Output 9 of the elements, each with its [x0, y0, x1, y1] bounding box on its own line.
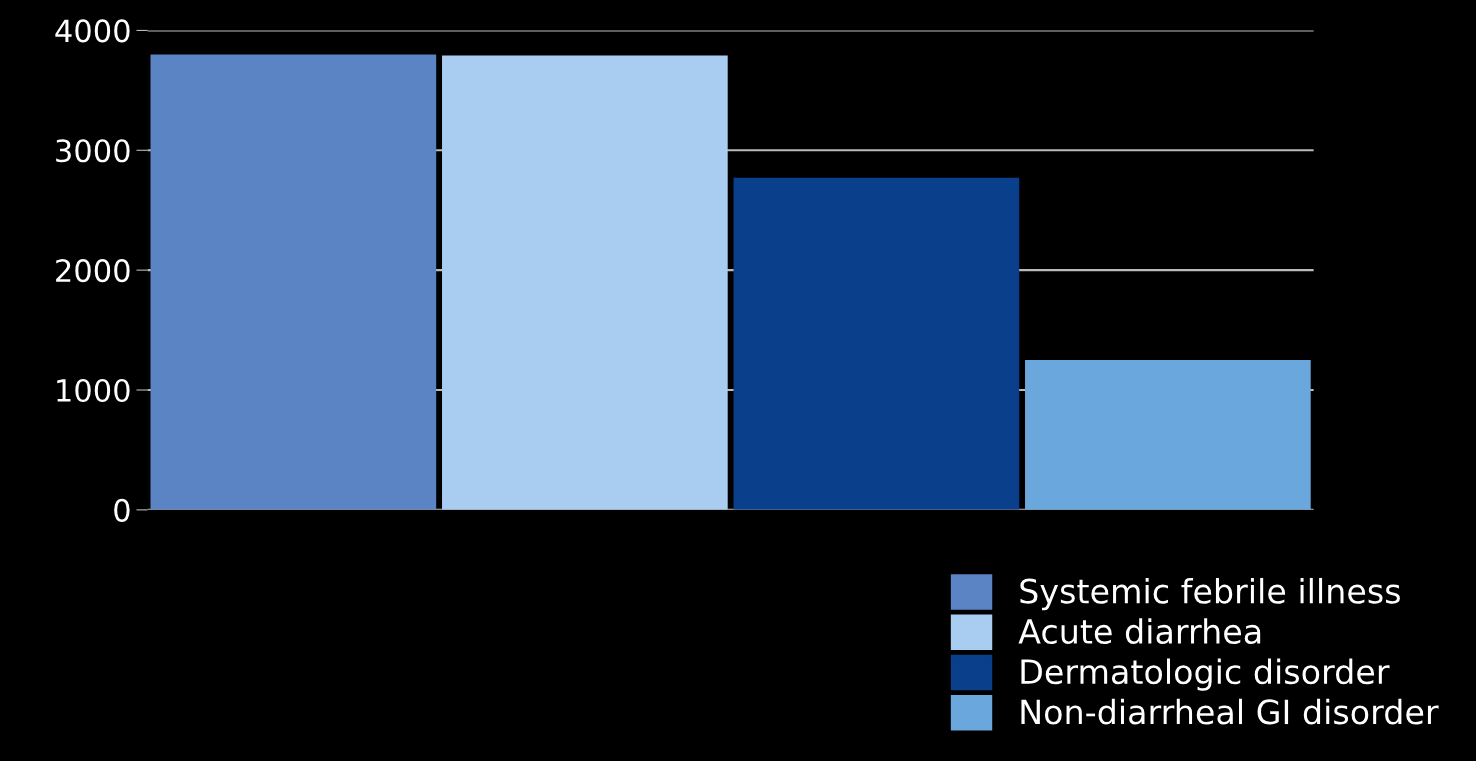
legend-label: Acute diarrhea [1018, 618, 1261, 645]
legend-label: Non-diarrheal GI disorder [1021, 698, 1439, 725]
legend-label: Dermatologic disorder [1021, 658, 1390, 691]
y-tick-label: 4000 [55, 19, 130, 43]
y-tick-label: 3000 [56, 139, 130, 163]
legend-label: Systemic febrile illness [1020, 577, 1400, 611]
y-tick-label: 1000 [57, 378, 130, 403]
y-tick-label: 0 [114, 498, 130, 522]
y-tick-label: 2000 [56, 259, 130, 283]
